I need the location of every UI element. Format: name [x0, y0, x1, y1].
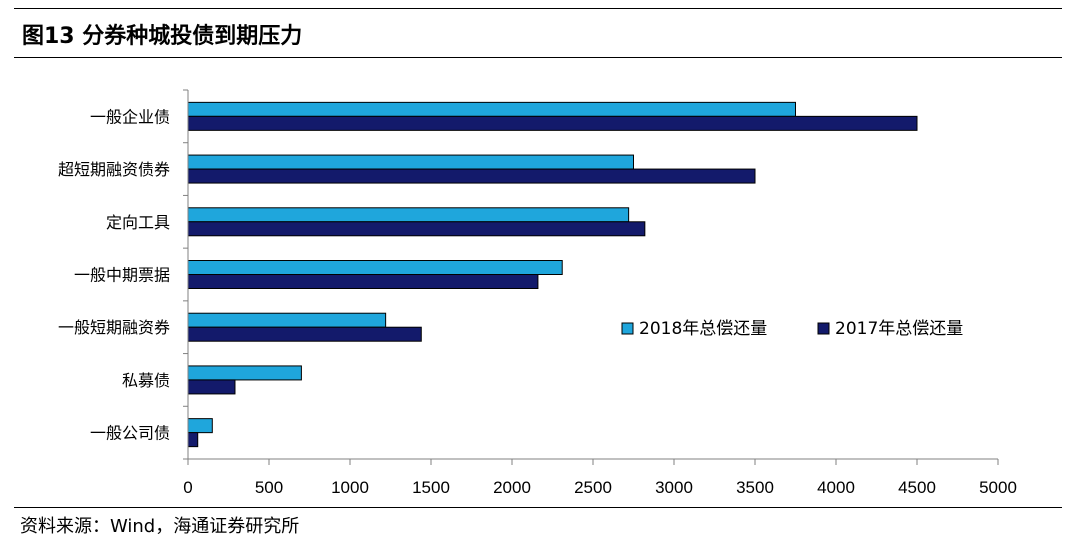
bar-2017: [187, 115, 918, 131]
source-note: 资料来源：Wind，海通证券研究所: [20, 516, 300, 537]
bottom-rule: [14, 507, 1062, 508]
legend-swatch: [817, 322, 830, 335]
bar-2017: [187, 274, 539, 289]
top-rule: [14, 8, 1062, 9]
bars-group: [187, 101, 918, 448]
bar-2018: [187, 101, 796, 117]
category-label: 私募债: [122, 371, 170, 390]
legend-swatch: [621, 322, 634, 335]
x-tick-label: 1500: [412, 478, 450, 497]
x-tick-label: 3500: [736, 478, 774, 497]
bar-2018: [187, 260, 563, 275]
bar-2017: [187, 326, 422, 342]
bar-2018: [187, 365, 302, 381]
bar-2017: [187, 379, 236, 395]
legend-label: 2018年总偿还量: [639, 319, 767, 339]
x-tick-label: 2000: [493, 478, 531, 497]
bar-2017: [187, 168, 756, 184]
bar-2018: [187, 154, 634, 170]
bar-2018: [187, 312, 387, 328]
x-tick-label: 500: [255, 478, 283, 497]
x-tick-label: 4000: [817, 478, 855, 497]
category-label: 定向工具: [106, 213, 170, 232]
category-label: 一般中期票据: [74, 266, 170, 285]
x-tick-label: 5000: [979, 478, 1017, 497]
category-label: 一般企业债: [90, 107, 170, 126]
bar-2017: [187, 432, 199, 448]
x-tick-label: 4500: [898, 478, 936, 497]
figure-title: 图13 分券种城投债到期压力: [22, 24, 303, 49]
x-tick-label: 0: [183, 478, 192, 497]
category-label: 一般公司债: [90, 424, 170, 443]
legend: 2018年总偿还量 2017年总偿还量: [621, 319, 963, 339]
title-rule: [14, 57, 1062, 58]
bar-2018: [187, 418, 213, 434]
bar-2018: [187, 207, 630, 223]
legend-label: 2017年总偿还量: [835, 319, 963, 339]
x-tick-label: 2500: [574, 478, 612, 497]
category-label: 一般短期融资券: [58, 318, 170, 337]
x-tick-label: 1000: [331, 478, 369, 497]
x-tick-label: 3000: [655, 478, 693, 497]
category-label: 超短期融资债券: [58, 160, 170, 179]
bar-2017: [187, 221, 646, 237]
